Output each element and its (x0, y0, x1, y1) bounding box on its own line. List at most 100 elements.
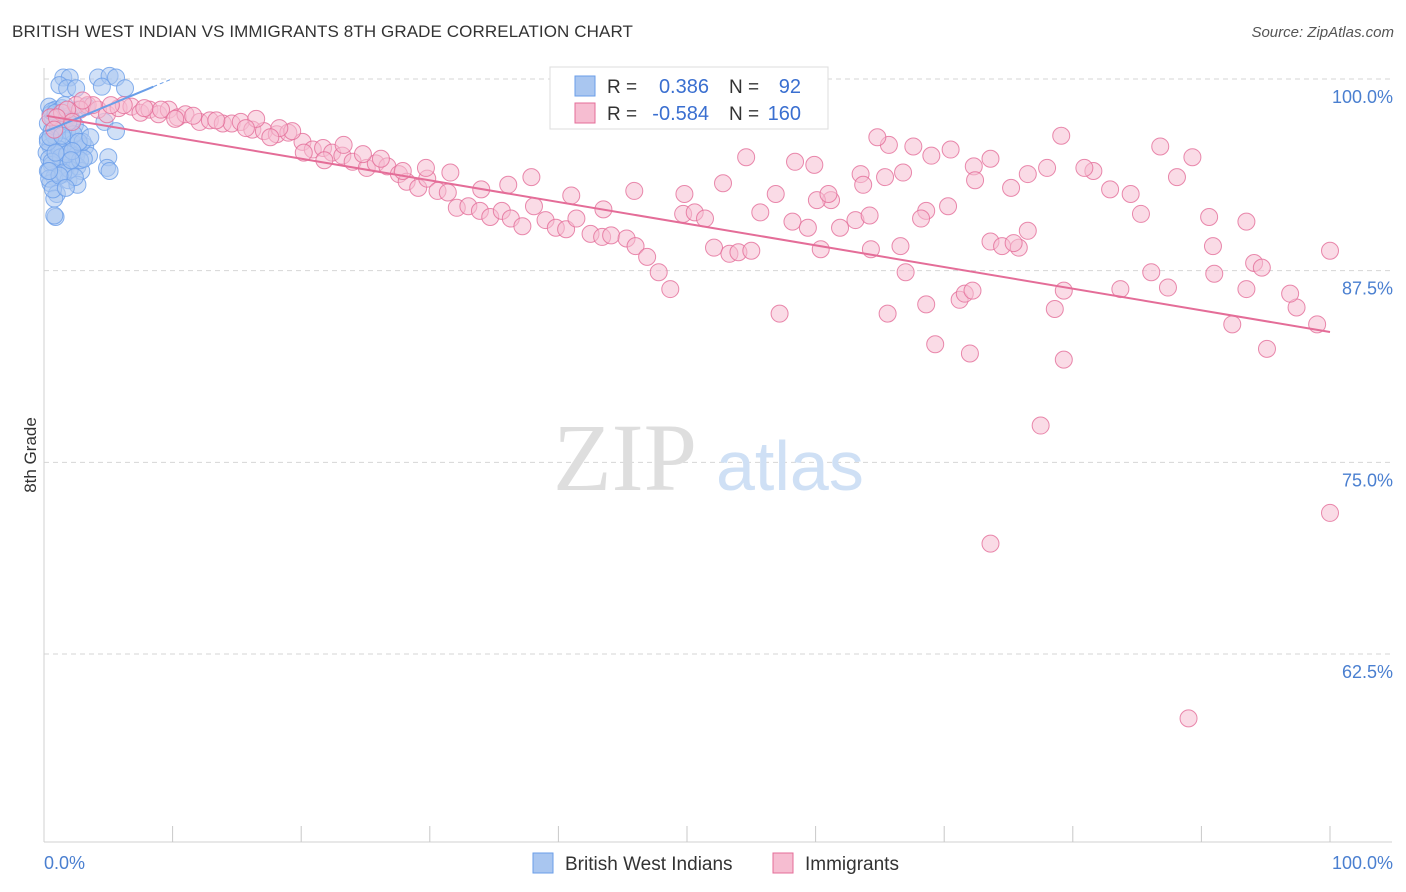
immigrants-point (166, 109, 185, 128)
immigrants-point (1167, 168, 1186, 187)
immigrants-point (1131, 204, 1150, 223)
immigrants-point (1004, 234, 1023, 253)
stats-swatch-pink (574, 102, 596, 124)
british-west-indians-point (116, 79, 135, 98)
immigrants-point (1052, 126, 1071, 145)
immigrants-point (926, 335, 945, 354)
immigrants-point (207, 111, 226, 130)
immigrants-point (524, 197, 543, 216)
y-tick-label: 87.5% (1342, 279, 1393, 299)
y-tick-labels: 100.0% 87.5% 75.0% 62.5% (1332, 87, 1393, 682)
immigrants-point (661, 280, 680, 299)
immigrants-point (786, 152, 805, 171)
immigrants-point (751, 203, 770, 222)
immigrants-point (876, 168, 895, 187)
stats-r-label-pink: R = (607, 104, 637, 125)
immigrants-point (1031, 416, 1050, 435)
british-west-indians-points (37, 66, 135, 226)
immigrants-point (1321, 503, 1339, 522)
immigrants-point (135, 99, 154, 118)
source-credit: Source: ZipAtlas.com (1251, 24, 1394, 41)
british-west-indians-point (45, 206, 64, 225)
immigrants-point (562, 186, 581, 205)
immigrants-point (416, 158, 435, 177)
watermark: ZIP atlas (553, 404, 864, 511)
immigrants-point (649, 263, 668, 282)
immigrants-point (1205, 264, 1224, 283)
stats-n-value-blue: 92 (779, 76, 801, 98)
stats-swatch-blue (574, 75, 596, 97)
immigrants-point (805, 155, 824, 174)
immigrants-point (441, 163, 460, 182)
immigrants-point (912, 209, 931, 228)
immigrants-point (922, 146, 941, 165)
immigrants-point (798, 218, 817, 237)
immigrants-point (1237, 212, 1256, 231)
immigrants-point (675, 185, 694, 203)
legend-swatch-immigrants (772, 852, 794, 874)
x-tick-label-max: 100.0% (1332, 853, 1393, 873)
immigrants-point (567, 209, 586, 228)
immigrants-point (1223, 315, 1242, 334)
legend-label-british-west-indians: British West Indians (565, 854, 733, 875)
immigrants-point (1054, 281, 1073, 300)
british-west-indians-point (46, 143, 65, 162)
immigrants-point (1054, 350, 1073, 369)
immigrants-point (766, 185, 785, 203)
immigrants-point (1237, 280, 1256, 299)
immigrants-point (371, 149, 390, 168)
immigrants-point (625, 181, 644, 200)
immigrants-point (960, 344, 979, 363)
immigrants-point (1045, 300, 1064, 318)
british-west-indians-point (56, 178, 75, 197)
immigrants-point (941, 140, 960, 159)
x-tick-label-min: 0.0% (44, 853, 85, 873)
axes (43, 68, 1392, 843)
immigrants-point (1142, 263, 1161, 282)
y-tick-label: 100.0% (1332, 87, 1393, 107)
immigrants-point (1038, 158, 1057, 177)
immigrants-point (1200, 208, 1219, 226)
british-west-indians-point (92, 77, 111, 96)
immigrants-point (1151, 137, 1170, 156)
immigrants-point (1075, 158, 1094, 177)
immigrants-point (868, 128, 887, 147)
legend-label-immigrants: Immigrants (805, 854, 899, 875)
immigrants-point (1203, 237, 1222, 256)
stats-r-value-pink: -0.584 (652, 103, 709, 125)
immigrants-point (1018, 221, 1037, 240)
watermark-atlas: atlas (716, 427, 864, 505)
trend-lines (46, 79, 1331, 333)
stats-r-label-blue: R = (607, 77, 637, 98)
british-west-indians-trend-line (46, 85, 154, 133)
y-tick-label: 62.5% (1342, 662, 1393, 682)
stats-r-value-blue: 0.386 (659, 76, 709, 98)
immigrants-point (1179, 709, 1198, 728)
immigrants-point (811, 240, 830, 259)
immigrants-point (294, 143, 313, 162)
stats-n-value-pink: 160 (768, 103, 801, 125)
immigrants-point (438, 183, 457, 202)
immigrants-point (602, 226, 621, 245)
immigrants-point (714, 174, 733, 193)
immigrants-point (1101, 180, 1120, 199)
immigrants-point (819, 185, 838, 203)
immigrants-point (334, 135, 353, 154)
immigrants-point (831, 218, 850, 237)
immigrants-point (73, 91, 92, 110)
immigrants-point (1183, 148, 1202, 167)
immigrants-point (1252, 258, 1271, 277)
immigrants-point (499, 175, 518, 194)
stats-legend: R = 0.386 N = 92 R = -0.584 N = 160 (549, 66, 829, 130)
immigrants-point (939, 197, 958, 216)
british-west-indians-point (81, 128, 100, 147)
immigrants-point (770, 304, 789, 323)
y-tick-label: 75.0% (1342, 470, 1393, 490)
immigrants-point (184, 106, 203, 125)
immigrants-point (638, 247, 657, 266)
british-west-indians-point (100, 162, 119, 180)
british-west-indians-point (40, 162, 59, 180)
series-legend: British West Indians Immigrants (532, 852, 899, 875)
immigrants-point (522, 168, 541, 187)
immigrants-point (696, 209, 715, 228)
